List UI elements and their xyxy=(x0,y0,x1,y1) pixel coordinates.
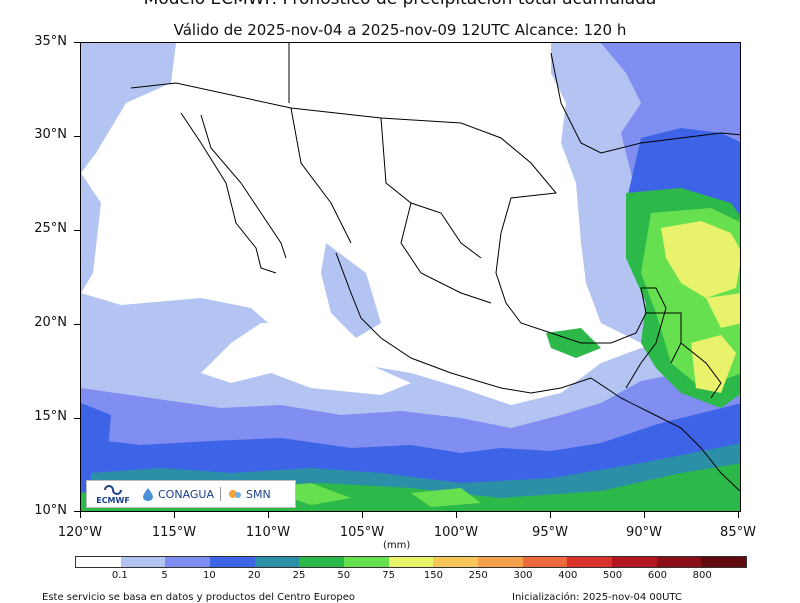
lat-label-35n: 35°N xyxy=(34,34,67,49)
lon-tick xyxy=(174,512,175,518)
lon-tick xyxy=(456,512,457,518)
conagua-logo-text: CONAGUA xyxy=(158,487,214,501)
lat-tick xyxy=(74,42,80,43)
lat-tick xyxy=(74,511,80,512)
colorbar-segment xyxy=(76,557,121,567)
colorbar-label: 0.1 xyxy=(111,570,128,581)
map-title: Modelo ECMWF. Pronóstico de precipitació… xyxy=(0,0,800,9)
colorbar-unit: (mm) xyxy=(383,540,411,551)
lat-label-15n: 15°N xyxy=(34,409,67,424)
lon-tick xyxy=(738,512,739,518)
footer-source-note: Este servicio se basa en datos y product… xyxy=(42,592,356,603)
conagua-logo: CONAGUA xyxy=(141,487,214,501)
lon-tick xyxy=(550,512,551,518)
lon-tick xyxy=(268,512,269,518)
precipitation-field xyxy=(81,43,740,511)
colorbar-segment xyxy=(656,557,702,567)
lon-tick xyxy=(362,512,363,518)
lon-label-115w: 115°W xyxy=(151,525,197,540)
colorbar-label: 800 xyxy=(692,570,712,581)
colorbar-label: 400 xyxy=(558,570,578,581)
colorbar xyxy=(75,556,747,568)
lat-label-30n: 30°N xyxy=(34,127,67,142)
lon-label-120w: 120°W xyxy=(57,525,103,540)
colorbar-segment xyxy=(344,557,389,567)
lon-label-90w: 90°W xyxy=(626,525,662,540)
smn-logo: SMN xyxy=(220,487,271,501)
lat-label-20n: 20°N xyxy=(34,315,67,330)
footer-init-time: Inicialización: 2025-nov-04 00UTC xyxy=(512,592,682,603)
lat-tick xyxy=(74,230,80,231)
precipitation-map xyxy=(80,42,741,512)
colorbar-label: 150 xyxy=(423,570,443,581)
lon-label-100w: 100°W xyxy=(433,525,479,540)
lat-tick xyxy=(74,136,80,137)
water-drop-icon xyxy=(143,488,153,501)
logo-strip: ECMWF CONAGUA SMN xyxy=(86,480,296,508)
lon-label-95w: 95°W xyxy=(532,525,568,540)
lat-tick xyxy=(74,418,80,419)
colorbar-label: 50 xyxy=(337,570,351,581)
colorbar-segment xyxy=(701,557,747,567)
smn-logo-text: SMN xyxy=(246,487,271,501)
lat-label-10n: 10°N xyxy=(34,503,67,518)
lon-label-105w: 105°W xyxy=(339,525,385,540)
colorbar-label: 5 xyxy=(161,570,168,581)
colorbar-label: 75 xyxy=(382,570,395,581)
lon-label-85w: 85°W xyxy=(720,525,756,540)
ecmwf-logo-text: ECMWF xyxy=(96,495,130,505)
ecmwf-emblem-icon xyxy=(104,484,122,495)
colorbar-segment xyxy=(210,557,255,567)
colorbar-segment xyxy=(299,557,345,567)
lon-tick xyxy=(644,512,645,518)
colorbar-label: 500 xyxy=(603,570,623,581)
weather-icon xyxy=(229,490,241,498)
colorbar-segment xyxy=(567,557,613,567)
colorbar-segment xyxy=(254,557,300,567)
colorbar-label: 25 xyxy=(292,570,306,581)
colorbar-segment xyxy=(120,557,166,567)
colorbar-segment xyxy=(612,557,657,567)
colorbar-segment xyxy=(165,557,211,567)
colorbar-segment xyxy=(388,557,434,567)
colorbar-label: 300 xyxy=(513,570,533,581)
colorbar-label: 600 xyxy=(647,570,667,581)
lat-label-25n: 25°N xyxy=(34,221,67,236)
colorbar-label: 250 xyxy=(468,570,488,581)
colorbar-label: 20 xyxy=(247,570,261,581)
colorbar-label: 10 xyxy=(203,570,216,581)
lat-tick xyxy=(74,324,80,325)
colorbar-segment xyxy=(433,557,479,567)
colorbar-segment xyxy=(478,557,523,567)
lon-tick xyxy=(80,512,81,518)
ecmwf-logo: ECMWF xyxy=(91,484,135,505)
map-subtitle: Válido de 2025-nov-04 a 2025-nov-09 12UT… xyxy=(173,21,627,39)
colorbar-segment xyxy=(522,557,568,567)
lon-label-110w: 110°W xyxy=(245,525,291,540)
